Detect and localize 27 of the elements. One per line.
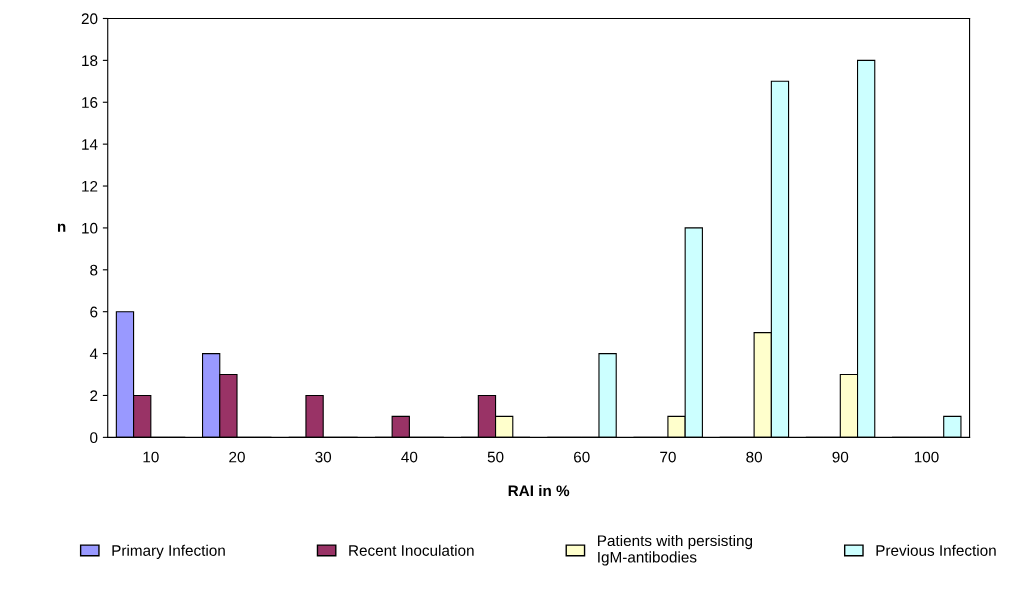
x-tick-label: 40	[401, 451, 418, 463]
x-tick-label: 100	[914, 451, 939, 463]
y-tick-label: 12	[82, 180, 98, 192]
y-tick-label: 18	[82, 55, 98, 67]
x-tick-label: 90	[832, 451, 849, 463]
y-tick-label: 10	[82, 222, 98, 234]
x-tick-label: 10	[143, 451, 159, 463]
y-tick-label: 2	[90, 390, 98, 402]
legend-label: Patients with persisting IgM-antibodies	[598, 534, 753, 566]
legend-label: Primary Infection	[112, 544, 225, 559]
y-tick-label: 16	[82, 97, 98, 108]
legend-label: Previous Infection	[876, 544, 996, 556]
y-tick-label: 8	[90, 264, 98, 276]
x-tick-label: 70	[660, 451, 676, 463]
y-tick-label: 20	[81, 13, 98, 25]
x-tick-label: 50	[487, 451, 504, 463]
x-tick-label: 20	[229, 451, 245, 463]
x-tick-label: 80	[746, 451, 763, 463]
x-tick-label: 30	[315, 451, 332, 463]
y-tick-label: 4	[89, 348, 98, 360]
y-tick-label: 0	[90, 432, 98, 444]
y-tick-label: 6	[90, 306, 98, 318]
y-axis-title: n	[57, 223, 66, 232]
x-axis-title: RAI in %	[508, 484, 570, 497]
x-tick-label: 60	[574, 451, 590, 463]
y-tick-label: 14	[82, 139, 98, 150]
legend-label: Recent Inoculation	[349, 544, 474, 556]
